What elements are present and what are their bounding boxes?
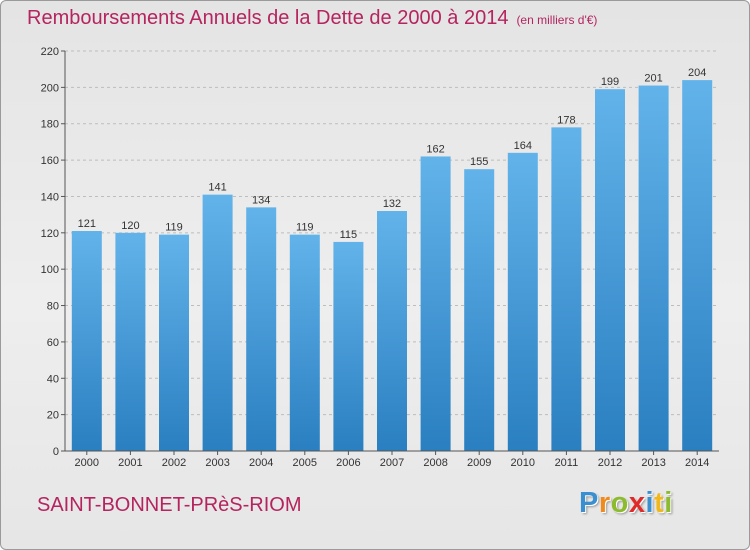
value-label-2011: 178 xyxy=(557,114,575,126)
data-labels: 121 120 119 141 134 119 115 132 162 155 164 178 199 2… xyxy=(78,67,707,241)
value-label-2014: 204 xyxy=(688,67,706,79)
value-label-2013: 201 xyxy=(644,73,662,85)
x-tick-label-2014: 2014 xyxy=(685,457,709,469)
x-tick-label-2000: 2000 xyxy=(75,457,99,469)
logo-letter: t xyxy=(654,487,665,519)
bar-2003 xyxy=(202,194,233,452)
bar-2011 xyxy=(551,127,582,451)
x-tick-label-2005: 2005 xyxy=(293,457,317,469)
bar-2000 xyxy=(71,231,102,451)
bar-2008 xyxy=(420,156,451,452)
y-tick-label: 40 xyxy=(47,373,59,385)
axes: 0 20 40 60 80 100 120 140 160 180 200 220 2000 2001 20… xyxy=(41,46,719,469)
value-label-2001: 120 xyxy=(121,220,139,232)
x-tick-label-2010: 2010 xyxy=(511,457,535,469)
value-label-2002: 119 xyxy=(165,222,183,234)
y-tick-label: 220 xyxy=(41,46,59,58)
bar-2009 xyxy=(464,169,495,451)
x-tick-label-2007: 2007 xyxy=(380,457,404,469)
logo-letter: r xyxy=(598,487,611,519)
x-tick-label-2006: 2006 xyxy=(336,457,360,469)
x-tick-label-2011: 2011 xyxy=(555,457,579,469)
logo-letter: i xyxy=(664,487,673,519)
value-label-2004: 134 xyxy=(252,194,270,206)
y-tick-label: 20 xyxy=(47,410,59,422)
y-tick-label: 120 xyxy=(41,228,59,240)
chart-subtitle: (en milliers d'€) xyxy=(516,13,598,27)
value-label-2005: 119 xyxy=(296,222,314,234)
y-tick-label: 100 xyxy=(41,264,59,276)
value-label-2000: 121 xyxy=(78,218,96,230)
value-label-2010: 164 xyxy=(514,140,532,152)
y-tick-label: 140 xyxy=(41,191,59,203)
value-label-2009: 155 xyxy=(470,156,488,168)
x-tick-label-2003: 2003 xyxy=(205,457,229,469)
bar-2007 xyxy=(377,211,407,451)
chart-title-text: Remboursements Annuels de la Dette de 20… xyxy=(27,7,509,29)
bars xyxy=(71,80,713,452)
y-tick-label: 60 xyxy=(47,337,59,349)
bar-2014 xyxy=(682,80,713,451)
value-label-2007: 132 xyxy=(383,198,401,210)
value-label-2012: 199 xyxy=(601,76,619,88)
y-tick-label: 0 xyxy=(53,446,59,458)
x-tick-label-2001: 2001 xyxy=(118,457,142,469)
x-tick-label-2004: 2004 xyxy=(249,457,273,469)
y-tick-label: 80 xyxy=(47,301,59,313)
y-tick-label: 200 xyxy=(41,82,59,94)
bar-2013 xyxy=(638,85,669,451)
value-label-2006: 115 xyxy=(340,229,358,241)
y-tick-label: 180 xyxy=(41,119,59,131)
x-tick-label-2002: 2002 xyxy=(162,457,186,469)
value-label-2008: 162 xyxy=(426,143,444,155)
x-tick-label-2013: 2013 xyxy=(641,457,665,469)
x-tick-label-2009: 2009 xyxy=(467,457,491,469)
bar-2001 xyxy=(115,232,146,451)
y-tick-label: 160 xyxy=(41,155,59,167)
location-name: SAINT-BONNET-PRèS-RIOM xyxy=(37,494,302,516)
value-label-2003: 141 xyxy=(208,182,226,194)
bar-2010 xyxy=(507,152,538,451)
x-tick-label-2008: 2008 xyxy=(423,457,447,469)
bar-2006 xyxy=(333,241,364,451)
logo-letter: P xyxy=(579,487,599,519)
bar-2012 xyxy=(595,89,625,451)
bar-2002 xyxy=(159,234,189,451)
logo-letter: o xyxy=(610,487,629,519)
proxiti-logo: Proxiti xyxy=(579,487,673,520)
bar-2004 xyxy=(246,207,277,451)
chart-title: Remboursements Annuels de la Dette de 20… xyxy=(27,7,597,30)
x-tick-label-2012: 2012 xyxy=(598,457,622,469)
bar-2005 xyxy=(289,234,320,451)
logo-letter: i xyxy=(645,487,655,519)
logo-letter: x xyxy=(628,487,646,519)
